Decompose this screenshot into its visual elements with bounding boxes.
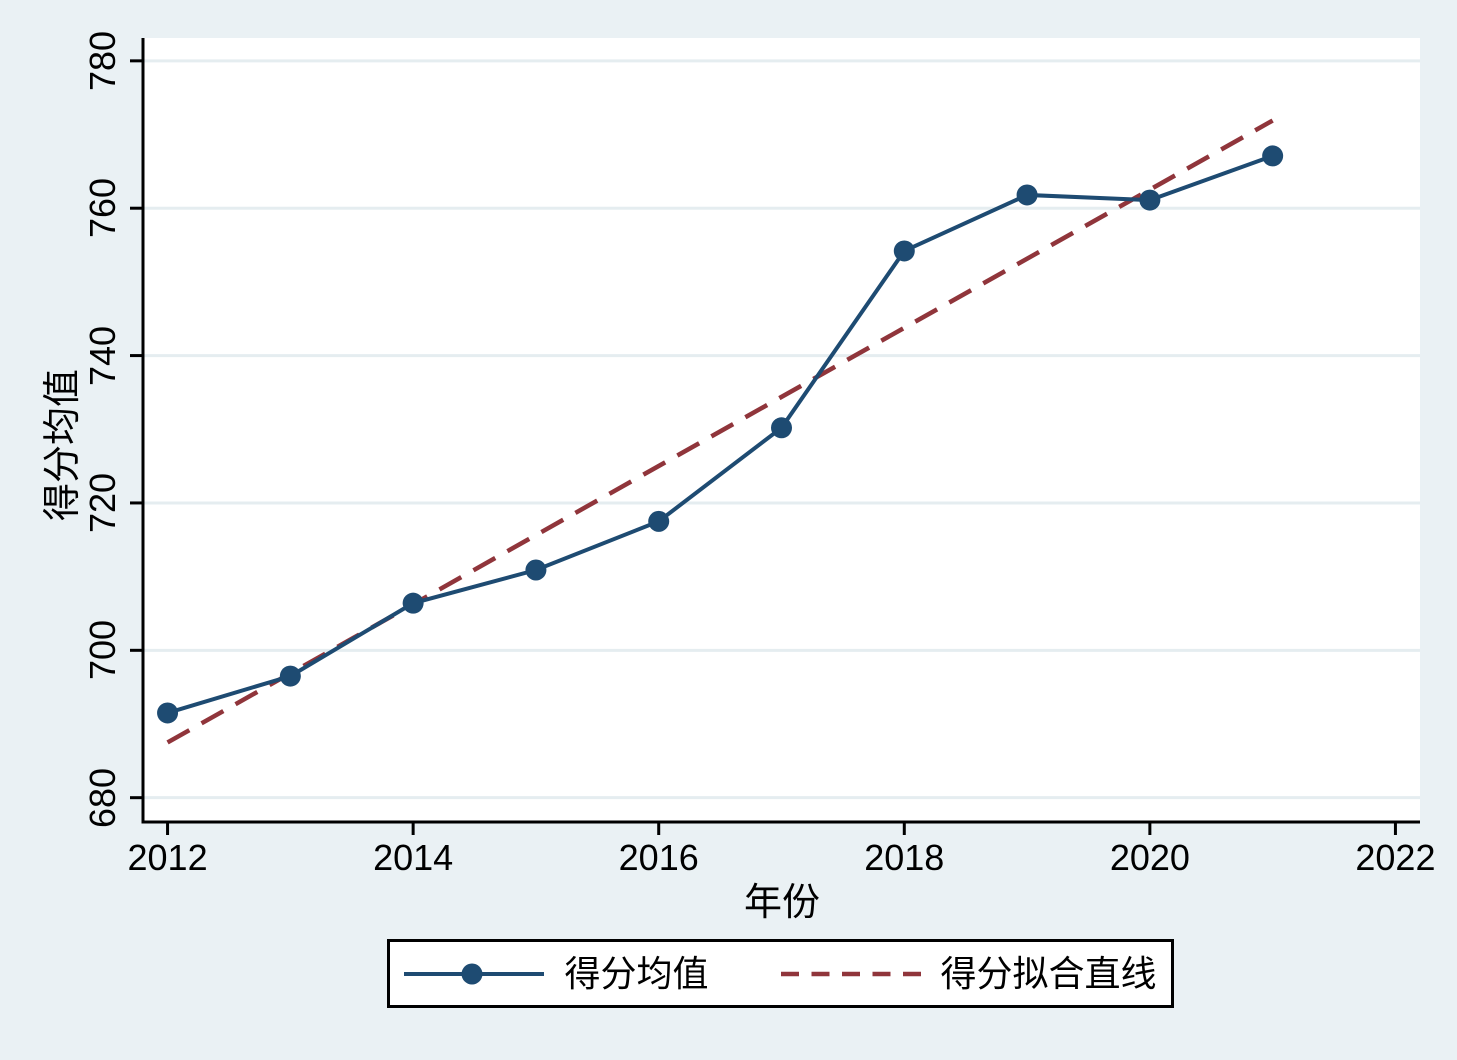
legend: 得分均值 得分拟合直线 [387,939,1174,1008]
data-point-2019 [1016,184,1038,206]
legend-label-mean-score: 得分均值 [564,952,709,994]
data-point-2012 [157,702,179,724]
y-tick-label-720: 720 [82,472,123,533]
x-tick-label-2012: 2012 [127,837,208,878]
line-with-marker-sample-icon [404,963,545,984]
y-tick-label-740: 740 [82,325,123,386]
legend-label-fitted-line: 得分拟合直线 [940,952,1157,994]
mean-score-line-series [166,154,1274,715]
x-axis-title: 年份 [743,882,821,924]
y-tick-label-780: 780 [82,30,123,91]
legend-item-fitted-line: 得分拟合直线 [780,952,1157,994]
x-tick-label-2014: 2014 [373,837,454,878]
y-tick-label-680: 680 [82,767,123,828]
data-point-2014 [402,592,424,614]
y-tick-label-760: 760 [82,178,123,239]
data-point-2016 [648,510,670,532]
y-tick-label-700: 700 [82,620,123,681]
data-point-2020 [1139,189,1161,211]
data-point-2017 [771,417,792,439]
dashed-line-sample-icon [780,971,921,976]
x-tick-label-2020: 2020 [1109,837,1190,878]
legend-item-mean-score: 得分均值 [404,952,709,994]
x-tick-label-2016: 2016 [618,837,699,878]
data-point-2021 [1262,145,1284,167]
y-axis-title: 得分均值 [42,368,84,522]
data-point-2013 [279,665,301,687]
x-tick-label-2018: 2018 [864,837,945,878]
x-tick-label-2022: 2022 [1355,837,1436,878]
data-point-2018 [893,240,915,262]
data-point-2015 [525,559,547,581]
